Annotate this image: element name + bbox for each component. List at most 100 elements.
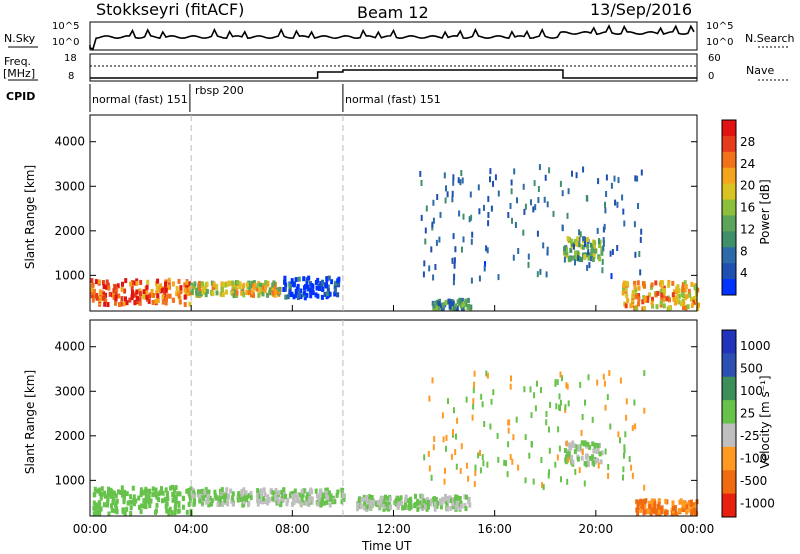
echo-1-1	[282, 487, 286, 493]
echo-0-3	[458, 298, 462, 304]
echo-0-5	[683, 287, 687, 293]
scatter-0	[446, 191, 449, 198]
scatter-1	[444, 467, 446, 474]
scatter-1	[633, 399, 636, 406]
scatter-0	[453, 257, 456, 264]
echo-1-1	[240, 489, 244, 495]
scatter-0	[537, 186, 540, 192]
echo-1-4	[643, 504, 646, 510]
echo-1-1	[293, 488, 297, 494]
echo-0-2	[327, 275, 331, 281]
echo-1-0	[160, 486, 163, 492]
scatter-0	[452, 233, 455, 240]
echo-1-2	[448, 495, 452, 501]
scatter-0	[423, 260, 426, 267]
scatter-1	[643, 407, 646, 414]
echo-0-1	[192, 284, 196, 290]
echo-0-0	[138, 300, 142, 306]
echo-0-5	[622, 282, 626, 288]
echo-0-0	[161, 299, 165, 305]
echo-1-1	[206, 496, 210, 502]
scatter-0	[573, 243, 575, 250]
scatter-1	[473, 381, 476, 388]
echo-1-2	[397, 497, 401, 503]
echo-0-0	[123, 288, 127, 294]
echo-1-2	[441, 496, 445, 502]
echo-0-0	[145, 290, 149, 296]
colorbar-1-swatch-2	[722, 376, 736, 401]
scatter-0	[577, 255, 580, 262]
echo-0-2	[316, 293, 320, 299]
echo-0-2	[288, 283, 292, 289]
echo-1-2	[458, 496, 462, 501]
echo-0-0	[175, 291, 179, 297]
echo-1-4	[644, 498, 648, 504]
echo-1-1	[328, 502, 332, 508]
echo-1-1	[285, 501, 289, 507]
echo-0-4	[592, 252, 596, 258]
scatter-1	[623, 447, 626, 454]
echo-1-1	[226, 498, 230, 504]
scatter-0	[544, 174, 547, 181]
echo-0-0	[138, 288, 142, 294]
scatter-1	[583, 480, 586, 487]
echo-1-0	[133, 501, 136, 507]
echo-0-2	[323, 291, 327, 297]
echo-1-4	[642, 498, 646, 504]
scatter-0	[461, 177, 464, 184]
echo-0-2	[297, 276, 301, 282]
echo-0-5	[667, 282, 671, 288]
scatter-0	[545, 271, 548, 278]
scatter-1	[509, 454, 512, 461]
echo-1-3	[588, 455, 592, 461]
scatter-0	[452, 279, 455, 286]
scatter-1	[512, 434, 515, 441]
echo-1-1	[282, 496, 286, 502]
echo-0-3	[466, 297, 470, 303]
scatter-0	[462, 236, 465, 243]
scatter-1	[643, 370, 646, 377]
colorbar-1-swatch-4	[722, 423, 736, 448]
echo-1-0	[165, 508, 169, 514]
echo-0-3	[448, 304, 452, 310]
echo-0-5	[622, 285, 625, 291]
echo-1-1	[273, 493, 277, 499]
colorbar-0-tick-0: 4	[740, 266, 748, 280]
echo-1-3	[568, 442, 571, 448]
echo-1-1	[298, 498, 302, 504]
echo-1-1	[324, 490, 328, 496]
echo-1-2	[454, 505, 458, 511]
echo-1-1	[256, 501, 260, 507]
echo-1-0	[100, 491, 104, 497]
scatter-1	[581, 449, 584, 455]
echo-1-1	[306, 492, 309, 497]
echo-0-5	[654, 280, 658, 286]
scatter-0	[471, 231, 474, 238]
echo-1-0	[165, 491, 169, 496]
echo-0-5	[641, 281, 645, 287]
echo-0-5	[681, 282, 685, 288]
echo-0-0	[107, 285, 111, 291]
echo-0-1	[250, 280, 254, 286]
echo-1-0	[166, 508, 170, 514]
echo-1-2	[426, 504, 430, 510]
echo-1-1	[224, 493, 228, 499]
scatter-1	[489, 423, 492, 430]
echo-0-1	[262, 285, 266, 291]
cpid-panel	[90, 84, 697, 112]
echo-1-0	[98, 510, 102, 516]
echo-1-2	[419, 493, 423, 499]
echo-1-0	[170, 510, 174, 516]
scatter-0	[610, 182, 613, 189]
echo-0-4	[563, 246, 567, 252]
echo-1-0	[154, 508, 158, 514]
echo-0-5	[656, 290, 660, 296]
echo-0-3	[469, 304, 473, 310]
echo-1-0	[129, 505, 133, 511]
scatter-1	[584, 399, 586, 406]
echo-1-4	[673, 505, 677, 511]
echo-1-1	[329, 493, 333, 499]
scatter-0	[434, 264, 437, 270]
echo-0-4	[566, 236, 570, 242]
echo-1-0	[98, 490, 102, 496]
